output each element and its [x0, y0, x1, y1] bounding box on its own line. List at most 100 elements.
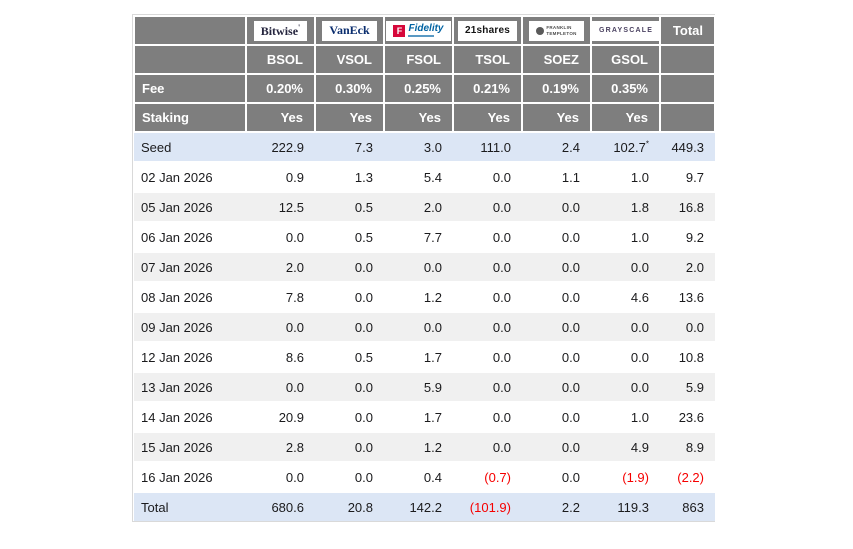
grayscale-logo: GRAYSCALE [592, 20, 661, 41]
total-column-header: Total [659, 15, 716, 46]
table-row: 14 Jan 2026 20.9 0.0 1.7 0.0 0.0 1.0 23.6 [134, 401, 715, 432]
issuer-column-21shares: 21shares [452, 15, 523, 46]
flow-total: (2.2) [660, 461, 715, 492]
table-row: 02 Jan 2026 0.9 1.3 5.4 0.0 1.1 1.0 9.7 [134, 161, 715, 192]
flow-fsol: 1.2 [384, 431, 453, 462]
flow-soez: 0.0 [522, 401, 591, 432]
ticker-tsol: TSOL [452, 44, 523, 75]
flow-fsol: 5.9 [384, 371, 453, 402]
flow-vsol: 1.3 [315, 161, 384, 192]
fidelity-logo: F Fidelity [386, 20, 451, 41]
row-label: 08 Jan 2026 [134, 281, 246, 312]
issuer-column-bitwise: Bitwise' [245, 15, 316, 46]
row-label: 12 Jan 2026 [134, 341, 246, 372]
staking-soez: Yes [521, 102, 592, 133]
flow-tsol: 111.0 [453, 131, 522, 162]
flow-fsol: 0.4 [384, 461, 453, 492]
flow-tsol: (101.9) [453, 491, 522, 521]
issuer-column-fidelity: F Fidelity [383, 15, 454, 46]
staking-bsol: Yes [245, 102, 316, 133]
fee-soez: 0.19% [521, 73, 592, 104]
flow-bsol: 680.6 [246, 491, 315, 521]
flow-bsol: 222.9 [246, 131, 315, 162]
fee-vsol: 0.30% [314, 73, 385, 104]
row-label: 06 Jan 2026 [134, 221, 246, 252]
flow-tsol: 0.0 [453, 221, 522, 252]
flow-fsol: 0.0 [384, 311, 453, 342]
flow-bsol: 2.0 [246, 251, 315, 282]
flow-total: 449.3 [660, 131, 715, 162]
table-row: Seed 222.9 7.3 3.0 111.0 2.4 102.7* 449.3 [134, 131, 715, 162]
fidelity-f-mark: F [393, 24, 406, 37]
flow-total: 16.8 [660, 191, 715, 222]
fee-gsol: 0.35% [590, 73, 661, 104]
flow-tsol: 0.0 [453, 191, 522, 222]
flow-tsol: 0.0 [453, 251, 522, 282]
table-row: 15 Jan 2026 2.8 0.0 1.2 0.0 0.0 4.9 8.9 [134, 431, 715, 462]
flow-gsol: 0.0 [591, 341, 660, 372]
flow-gsol: 4.6 [591, 281, 660, 312]
flow-gsol: 1.0 [591, 221, 660, 252]
flow-soez: 0.0 [522, 341, 591, 372]
flow-vsol: 0.0 [315, 431, 384, 462]
flow-soez: 2.2 [522, 491, 591, 521]
flow-gsol: 4.9 [591, 431, 660, 462]
row-label: 05 Jan 2026 [134, 191, 246, 222]
row-label: 07 Jan 2026 [134, 251, 246, 282]
table-body: Seed 222.9 7.3 3.0 111.0 2.4 102.7* 449.3 02 Jan… [134, 131, 715, 521]
fee-tsol: 0.21% [452, 73, 523, 104]
flow-soez: 0.0 [522, 431, 591, 462]
table-row: 06 Jan 2026 0.0 0.5 7.7 0.0 0.0 1.0 9.2 [134, 221, 715, 252]
footnote-asterisk: * [645, 139, 649, 149]
staking-fsol: Yes [383, 102, 454, 133]
flow-soez: 0.0 [522, 221, 591, 252]
table-row: 13 Jan 2026 0.0 0.0 5.9 0.0 0.0 0.0 5.9 [134, 371, 715, 402]
flow-bsol: 0.0 [246, 371, 315, 402]
flow-gsol: (1.9) [591, 461, 660, 492]
flow-total: 23.6 [660, 401, 715, 432]
flow-total: 10.8 [660, 341, 715, 372]
flow-fsol: 142.2 [384, 491, 453, 521]
row-label: 13 Jan 2026 [134, 371, 246, 402]
flow-total: 863 [660, 491, 715, 521]
fee-total-cell [659, 73, 716, 104]
flow-vsol: 0.0 [315, 401, 384, 432]
franklin-templeton-logo: FRANKLIN TEMPLETON [529, 20, 584, 41]
flow-vsol: 0.0 [315, 461, 384, 492]
flow-fsol: 0.0 [384, 251, 453, 282]
flow-vsol: 0.5 [315, 221, 384, 252]
table-row: 07 Jan 2026 2.0 0.0 0.0 0.0 0.0 0.0 2.0 [134, 251, 715, 282]
flow-gsol: 1.0 [591, 401, 660, 432]
flow-gsol: 119.3 [591, 491, 660, 521]
flow-bsol: 0.0 [246, 461, 315, 492]
flow-tsol: 0.0 [453, 161, 522, 192]
flow-tsol: 0.0 [453, 401, 522, 432]
flow-soez: 2.4 [522, 131, 591, 162]
franklin-bust-icon [536, 26, 545, 35]
table-header: Bitwise' VanEck F Fidelity 21shares FRANKLIN T… [133, 15, 716, 133]
table-row: Total 680.6 20.8 142.2 (101.9) 2.2 119.3 863 [134, 491, 715, 521]
ticker-total-cell [659, 44, 716, 75]
flow-tsol: 0.0 [453, 311, 522, 342]
flow-gsol: 1.0 [591, 161, 660, 192]
corner-cell [133, 15, 247, 46]
flow-vsol: 0.0 [315, 251, 384, 282]
flow-soez: 1.1 [522, 161, 591, 192]
etf-flows-table-container: Bitwise' VanEck F Fidelity 21shares FRANKLIN T… [132, 14, 716, 522]
flow-bsol: 0.0 [246, 311, 315, 342]
vaneck-logo: VanEck [322, 20, 377, 41]
flow-total: 2.0 [660, 251, 715, 282]
flow-bsol: 0.0 [246, 221, 315, 252]
flow-bsol: 0.9 [246, 161, 315, 192]
flow-bsol: 20.9 [246, 401, 315, 432]
ticker-soez: SOEZ [521, 44, 592, 75]
flow-fsol: 7.7 [384, 221, 453, 252]
etf-flows-table: Bitwise' VanEck F Fidelity 21shares FRANKLIN T… [133, 15, 716, 521]
flow-soez: 0.0 [522, 311, 591, 342]
table-row: 09 Jan 2026 0.0 0.0 0.0 0.0 0.0 0.0 0.0 [134, 311, 715, 342]
flow-gsol: 102.7* [591, 131, 660, 162]
staking-row: Staking Yes Yes Yes Yes Yes Yes [133, 102, 716, 133]
table-row: 08 Jan 2026 7.8 0.0 1.2 0.0 0.0 4.6 13.6 [134, 281, 715, 312]
fee-row: Fee 0.20% 0.30% 0.25% 0.21% 0.19% 0.35% [133, 73, 716, 104]
flow-soez: 0.0 [522, 461, 591, 492]
